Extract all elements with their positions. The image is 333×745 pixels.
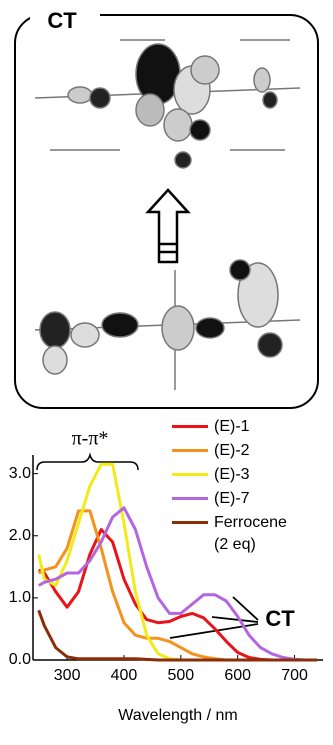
legend-entry: (E)-7 — [172, 488, 332, 512]
x-tick-label: 500 — [167, 667, 194, 684]
legend-entry: (E)-2 — [172, 440, 332, 464]
figure: CT π-π* — [0, 0, 333, 745]
band-label: π-π* — [72, 428, 109, 450]
y-tick-label: 1.0 — [9, 589, 31, 606]
legend-swatch — [172, 449, 208, 452]
x-tick-label: 400 — [111, 667, 138, 684]
transition-arrow — [148, 190, 188, 262]
page: {"panel": {"label": "CT"}, "chart_data":… — [0, 0, 333, 745]
legend-entry: (E)-3 — [172, 464, 332, 488]
x-tick-label: 700 — [281, 667, 308, 684]
legend-label: (E)-1 — [214, 416, 324, 438]
orbital-lower — [35, 260, 300, 390]
ct-pointers — [170, 597, 258, 638]
legend-label: Ferrocene (2 eq) — [214, 512, 294, 556]
x-tick-label: 600 — [224, 667, 251, 684]
legend-label: (E)-3 — [214, 464, 324, 486]
legend-label: (E)-7 — [214, 488, 324, 510]
legend-swatch — [172, 473, 208, 476]
x-axis-label: Wavelength / nm — [118, 707, 237, 724]
ct-label: CT — [265, 606, 295, 631]
y-tick-label: 0.0 — [9, 651, 31, 668]
x-tick-label: 300 — [54, 667, 81, 684]
legend-swatch — [172, 521, 208, 524]
legend-swatch — [172, 497, 208, 500]
y-tick-label: 3.0 — [9, 465, 31, 482]
orbital-upper — [35, 40, 300, 168]
legend-label: (E)-2 — [214, 440, 324, 462]
panel-label: CT — [47, 8, 77, 33]
legend-swatch — [172, 425, 208, 428]
legend-entry: (E)-1 — [172, 416, 332, 440]
band-brace — [37, 455, 138, 470]
y-tick-label: 2.0 — [9, 527, 31, 544]
legend-entry: Ferrocene (2 eq) — [172, 512, 332, 536]
